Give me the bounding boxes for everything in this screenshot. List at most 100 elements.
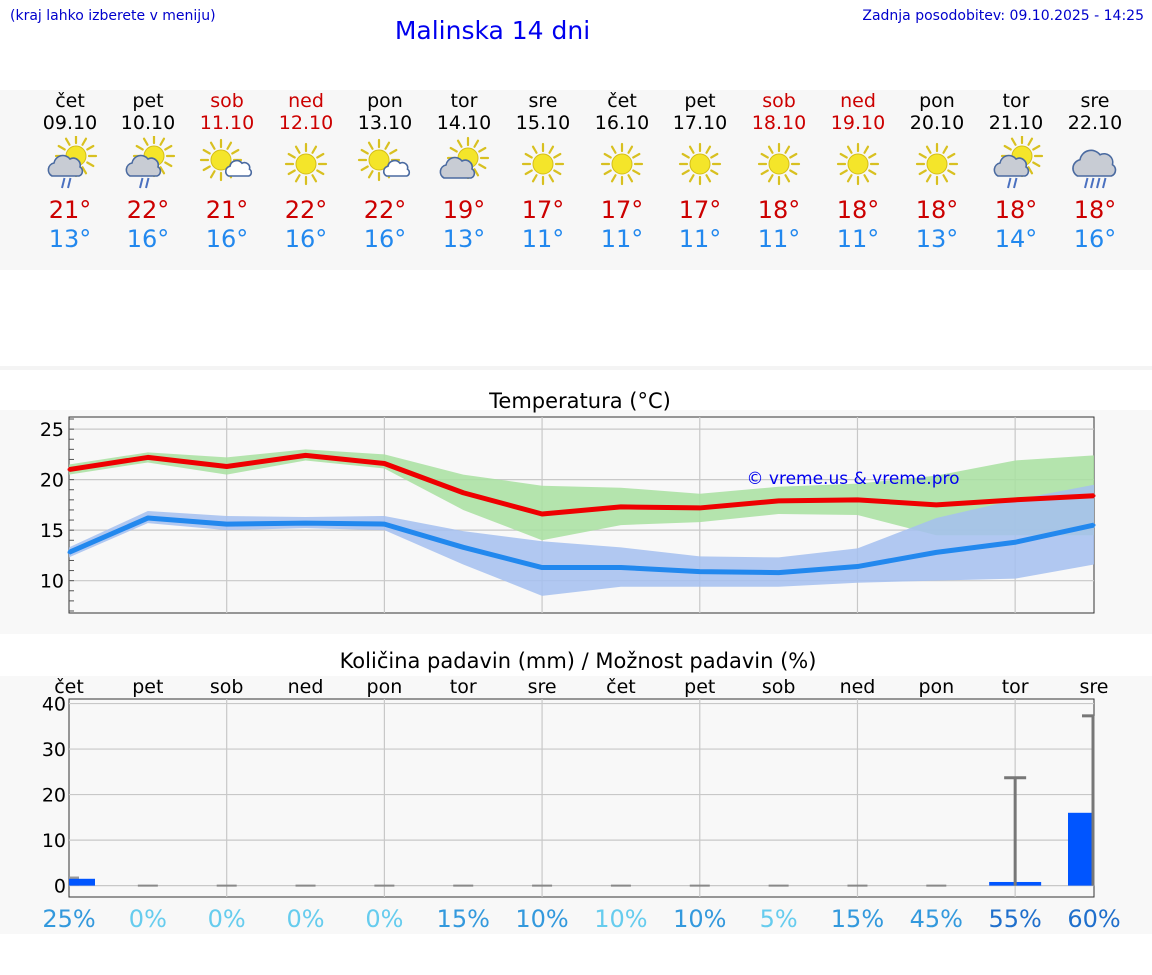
sun-small-cloud-icon xyxy=(199,138,253,182)
sun-small-cloud-icon xyxy=(357,138,411,182)
day-name: pon xyxy=(367,90,403,112)
precipitation-chart: Količina padavin (mm) / Možnost padavin … xyxy=(42,649,1121,933)
min-temp-point xyxy=(619,566,623,570)
raindrop xyxy=(145,177,150,189)
sun-ray xyxy=(524,152,533,159)
day-date: 11.10 xyxy=(199,112,255,134)
sun-disc xyxy=(611,153,633,175)
sun-ray xyxy=(947,169,956,176)
sun-ray xyxy=(294,174,301,183)
sun-icon xyxy=(757,142,801,186)
sun-ray xyxy=(918,152,927,159)
sun-ray xyxy=(710,169,719,176)
sun-ray xyxy=(473,168,480,177)
x-day-label: pon xyxy=(918,676,954,698)
sun-ray xyxy=(839,169,848,176)
sun-ray xyxy=(925,145,932,154)
sun-ray xyxy=(942,145,949,154)
sun-ray xyxy=(789,169,798,176)
x-day-label: pet xyxy=(132,676,163,698)
watermark: © vreme.us & vreme.pro xyxy=(746,469,959,489)
max-temp: 18° xyxy=(836,196,880,224)
day-name: sre xyxy=(528,90,558,112)
y-tick-label: 20 xyxy=(42,785,66,807)
max-temp-point xyxy=(1092,494,1096,498)
day-name: pet xyxy=(684,90,716,112)
sun-ray xyxy=(316,152,325,159)
sun-ray xyxy=(603,169,612,176)
min-temp-point xyxy=(304,521,308,525)
min-temp-point xyxy=(1013,540,1017,544)
max-temp-point xyxy=(855,498,859,502)
x-day-label: sre xyxy=(528,676,557,698)
sun-ray xyxy=(135,144,144,151)
sun-ray xyxy=(226,141,233,150)
sun-ray xyxy=(1003,144,1012,151)
precip-probability: 60% xyxy=(1067,905,1120,933)
sun-ray xyxy=(164,144,173,151)
x-day-label: sob xyxy=(762,676,796,698)
sun-disc xyxy=(532,153,554,175)
min-temp: 13° xyxy=(915,225,959,253)
day-column: tor 14.10 19° 13° xyxy=(424,90,504,254)
x-day-label: tor xyxy=(1002,676,1029,698)
max-temp-point xyxy=(304,453,308,457)
sun-cloud-rain-icon xyxy=(47,134,98,189)
day-name: pon xyxy=(919,90,955,112)
precip-probability: 15% xyxy=(831,905,884,933)
sun-ray xyxy=(942,174,949,183)
precip-bar xyxy=(1068,812,1094,886)
day-date: 19.10 xyxy=(830,112,886,134)
sun-ray xyxy=(159,137,166,146)
max-temp-point xyxy=(461,491,465,495)
day-column: ned 19.10 18° 11° xyxy=(818,90,898,254)
cloud-heavy-rain-icon xyxy=(1072,149,1117,189)
max-temp: 21° xyxy=(205,196,249,224)
sun-cloud-rain-icon xyxy=(47,134,98,189)
sun-disc xyxy=(210,149,232,171)
max-temp-line xyxy=(68,452,1095,517)
sun-icon xyxy=(678,142,722,186)
sun-ray xyxy=(553,169,562,176)
min-temp: 11° xyxy=(600,225,644,253)
day-column: pet 10.10 22° 16° xyxy=(108,90,188,254)
raindrop xyxy=(1013,177,1018,189)
min-temp: 16° xyxy=(284,225,328,253)
day-name: tor xyxy=(1002,90,1030,112)
precip-probability: 0% xyxy=(129,905,167,933)
day-column: čet 16.10 17° 11° xyxy=(582,90,662,254)
max-temp-point xyxy=(146,455,150,459)
raindrop xyxy=(1084,177,1089,189)
day-name: čet xyxy=(607,90,637,112)
sun-icon xyxy=(284,142,328,186)
y-tick-label: 20 xyxy=(40,470,64,492)
raindrop xyxy=(1090,177,1095,189)
cloud-shape xyxy=(1072,149,1117,177)
sun-ray xyxy=(688,174,695,183)
sun-ray xyxy=(389,148,398,155)
max-temp-point xyxy=(934,503,938,507)
sun-disc xyxy=(295,153,317,175)
sun-ray xyxy=(846,174,853,183)
sun-ray xyxy=(367,141,374,150)
precip-probability: 5% xyxy=(760,905,798,933)
sun-ray xyxy=(209,141,216,150)
sun-ray xyxy=(287,152,296,159)
sun-ray xyxy=(610,145,617,154)
sun-ray xyxy=(531,174,538,183)
max-temp: 17° xyxy=(678,196,722,224)
sun-ray xyxy=(784,174,791,183)
max-temp: 17° xyxy=(600,196,644,224)
sun-ray xyxy=(603,152,612,159)
day-column: tor 21.10 18° 14° xyxy=(976,90,1056,254)
day-date: 13.10 xyxy=(357,112,413,134)
x-day-label: sre xyxy=(1080,676,1109,698)
sun-ray xyxy=(705,145,712,154)
precip-probability: 10% xyxy=(673,905,726,933)
sun-ray xyxy=(449,146,458,153)
day-name: sob xyxy=(210,90,244,112)
min-temp: 16° xyxy=(126,225,170,253)
day-name: čet xyxy=(55,90,85,112)
max-temp: 22° xyxy=(363,196,407,224)
sun-ray xyxy=(925,174,932,183)
